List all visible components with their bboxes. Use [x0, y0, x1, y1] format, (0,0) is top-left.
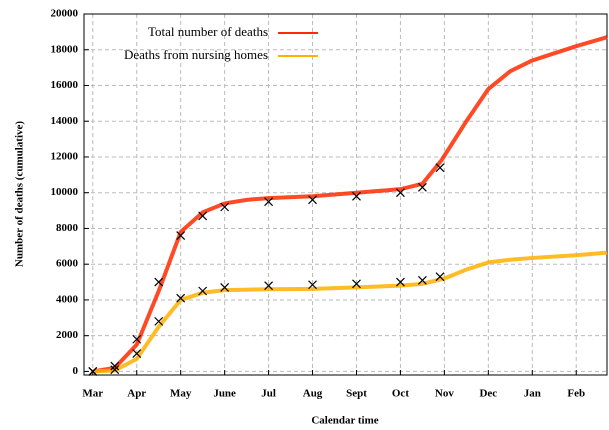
x-tick-label: Feb [567, 388, 585, 400]
observed-marker [198, 286, 208, 296]
y-axis-label: Number of deaths (cumulative) [14, 121, 26, 267]
y-tick-label: 20000 [51, 8, 79, 20]
observed-marker [417, 275, 427, 285]
x-tick-label: Aug [303, 388, 323, 400]
y-tick-label: 14000 [51, 115, 79, 127]
x-tick-label: May [170, 388, 192, 400]
observed-marker [417, 182, 427, 192]
observed-marker [176, 231, 186, 241]
y-tick-label: 12000 [51, 151, 79, 163]
x-tick-label: Mar [82, 388, 103, 400]
observed-marker [308, 280, 317, 290]
y-tick-label: 2000 [56, 329, 79, 341]
legend-label: Deaths from nursing homes [124, 47, 268, 62]
x-tick-label: Apr [127, 388, 146, 400]
observed-marker [435, 272, 445, 282]
legend-label: Total number of deaths [148, 24, 268, 39]
observed-marker [352, 191, 361, 201]
x-tick-label: Nov [435, 388, 454, 400]
y-tick-label: 0 [73, 365, 79, 377]
observed-marker [396, 188, 405, 198]
y-tick-label: 4000 [56, 293, 79, 305]
observed-marker [176, 293, 186, 303]
observed-marker [220, 202, 230, 212]
observed-marker [88, 367, 98, 376]
observed-marker [308, 195, 317, 205]
x-tick-label: Jan [524, 388, 541, 400]
x-tick-label: Sept [346, 388, 367, 400]
x-tick-label: Jul [261, 388, 276, 400]
y-tick-label: 10000 [51, 186, 79, 198]
x-tick-label: June [213, 388, 236, 400]
observed-marker [154, 316, 164, 326]
observed-marker [264, 197, 274, 207]
x-axis-label: Calendar time [311, 415, 378, 427]
series-line [92, 250, 608, 374]
observed-marker [352, 279, 361, 289]
observed-marker [435, 163, 445, 173]
plot-frame [83, 13, 608, 376]
series-line [92, 35, 608, 374]
observed-marker [198, 211, 208, 221]
y-tick-label: 6000 [56, 258, 79, 270]
observed-marker [132, 334, 142, 344]
observed-marker [110, 365, 120, 375]
observed-marker [220, 283, 230, 292]
x-tick-label: Dec [479, 388, 497, 400]
observed-marker [396, 277, 405, 287]
observed-marker [132, 349, 142, 358]
y-tick-label: 18000 [51, 43, 79, 55]
y-tick-label: 16000 [51, 79, 79, 91]
observed-marker [264, 281, 274, 291]
observed-marker [154, 277, 164, 287]
y-tick-label: 8000 [56, 222, 79, 234]
x-tick-label: Oct [392, 388, 409, 400]
observed-marker [110, 361, 120, 371]
